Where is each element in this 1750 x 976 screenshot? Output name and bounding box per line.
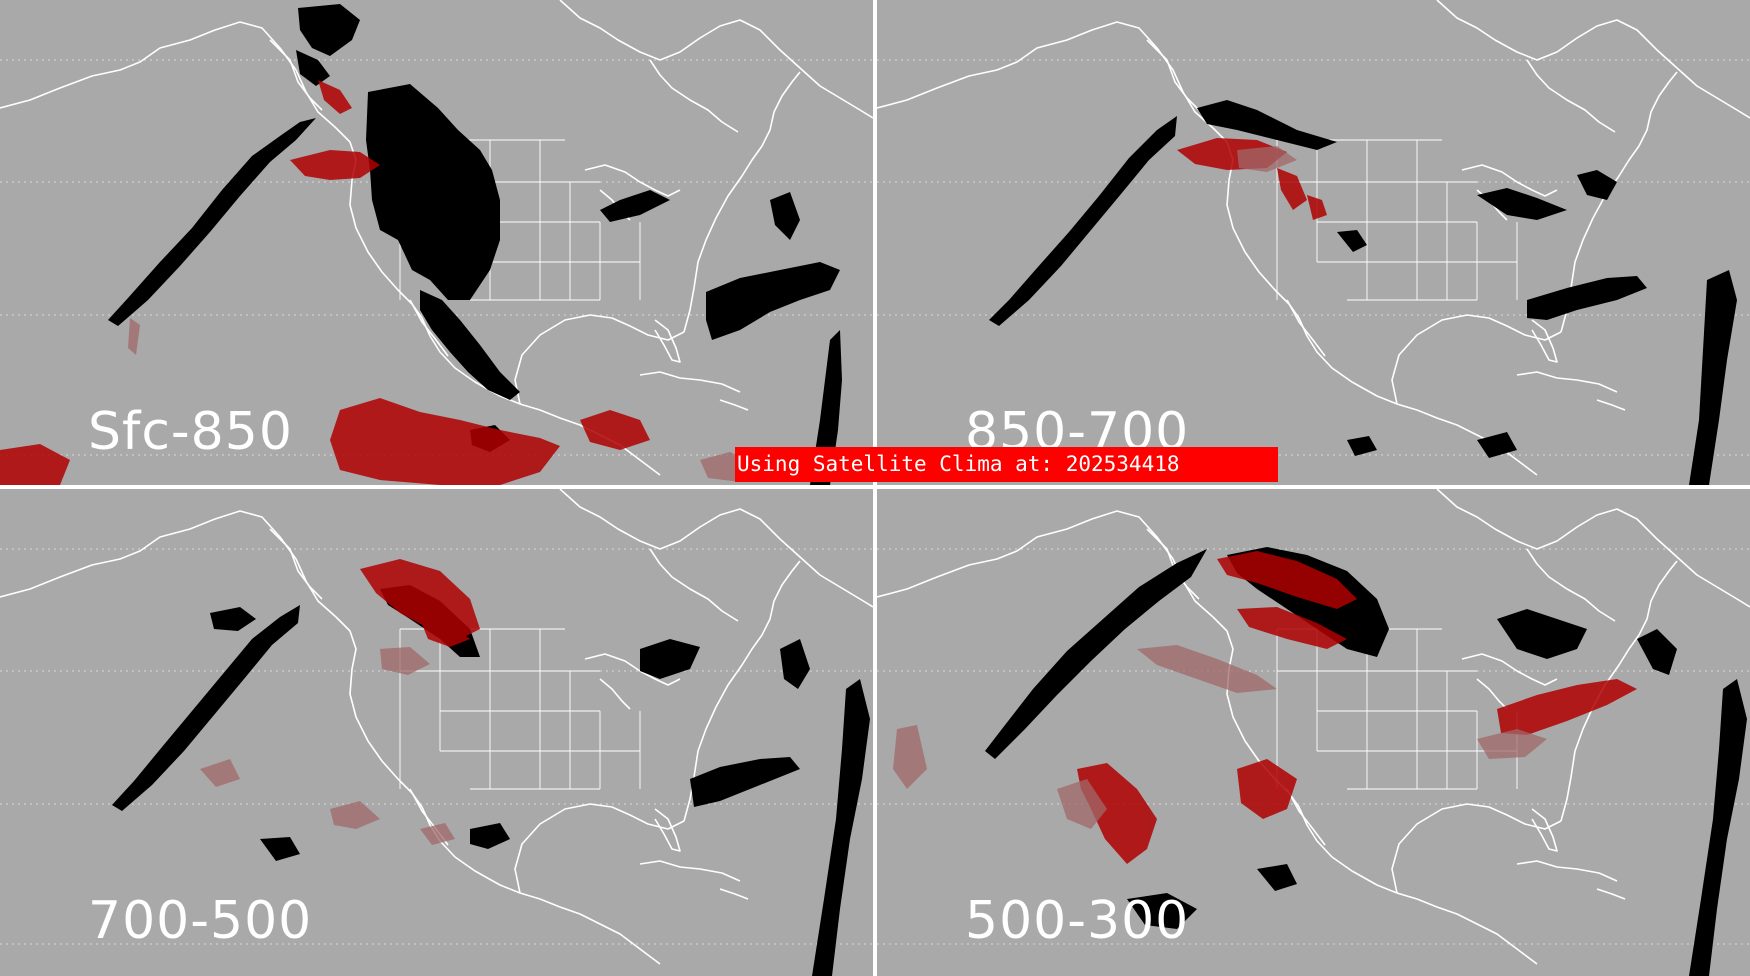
- cloud-field-red: [1077, 551, 1637, 864]
- satellite-clima-banner: Using Satellite Clima at: 202534418: [735, 447, 1278, 482]
- cloud-field-black: [985, 547, 1747, 976]
- cloud-field-black: [989, 100, 1737, 485]
- map-canvas: [877, 0, 1750, 485]
- layer-label: Sfc-850: [88, 402, 293, 462]
- map-panel-850-700: 850-700: [877, 0, 1750, 485]
- cloud-field-pink: [893, 645, 1547, 829]
- map-panel-700-500: 700-500: [0, 489, 873, 976]
- panel-divider-horizontal: [0, 485, 1750, 489]
- cloud-field-pink: [1237, 146, 1297, 172]
- cloud-field-red: [360, 559, 480, 647]
- map-canvas: [877, 489, 1750, 976]
- cloud-field-pink: [200, 647, 455, 845]
- map-canvas: [0, 0, 873, 485]
- map-panel-sfc-850: Sfc-850: [0, 0, 873, 485]
- map-panel-500-300: 500-300: [877, 489, 1750, 976]
- layer-label: 500-300: [965, 891, 1190, 951]
- cloud-field-red: [0, 80, 650, 485]
- layer-label: 700-500: [88, 891, 313, 951]
- map-canvas: [0, 489, 873, 976]
